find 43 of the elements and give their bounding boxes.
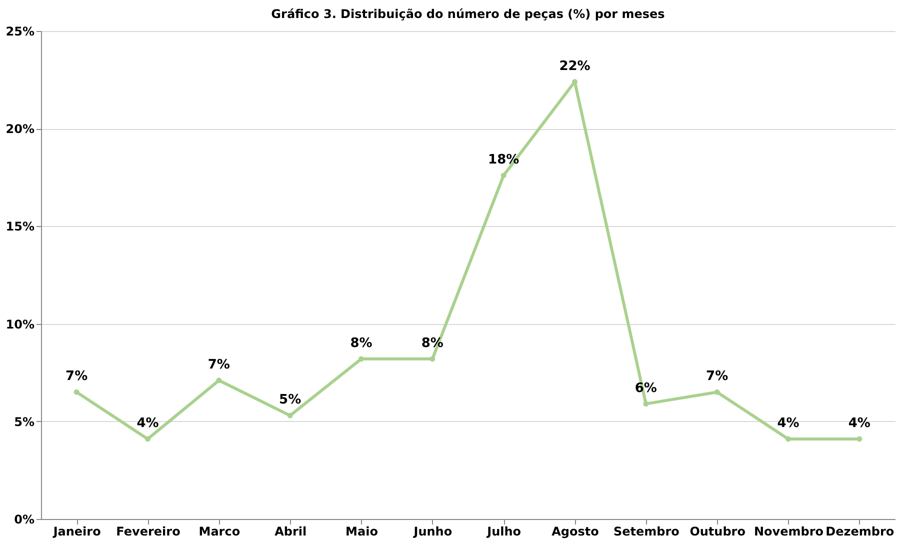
point bbox=[358, 356, 364, 362]
y-tick-label: 25% bbox=[6, 24, 34, 38]
data-label: 4% bbox=[848, 416, 870, 431]
y-tick-label: 5% bbox=[14, 414, 34, 429]
point bbox=[500, 172, 506, 178]
chart-title: Gráfico 3. Distribuição do número de peças (%) por meses bbox=[271, 7, 665, 21]
x-tick-label: Abril bbox=[274, 524, 307, 538]
x-tick-label: Marco bbox=[198, 524, 240, 538]
x-tick-label: Junho bbox=[412, 524, 452, 538]
point bbox=[714, 389, 720, 395]
point bbox=[74, 389, 80, 395]
x-tick-label: Agosto bbox=[552, 524, 599, 538]
x-tick-label: Novembro bbox=[754, 524, 824, 538]
x-tick-label: Fevereiro bbox=[116, 524, 180, 538]
data-label: 7% bbox=[66, 369, 88, 384]
data-label: 8% bbox=[350, 336, 372, 351]
x-tick-label: Setembro bbox=[613, 524, 680, 538]
data-label: 18% bbox=[488, 152, 520, 168]
y-tick-label: 0% bbox=[14, 512, 34, 526]
x-tick-label: Maio bbox=[346, 524, 378, 538]
point bbox=[572, 79, 578, 84]
y-tick-label: 10% bbox=[6, 317, 34, 332]
data-label: 7% bbox=[706, 369, 728, 384]
point bbox=[430, 356, 436, 362]
data-label: 5% bbox=[279, 392, 302, 408]
data-label: 22% bbox=[559, 58, 590, 74]
point bbox=[856, 436, 862, 442]
data-label: 4% bbox=[777, 416, 800, 431]
y-tick-label: 20% bbox=[6, 122, 34, 136]
x-tick-label: Julho bbox=[486, 524, 522, 538]
data-label: 7% bbox=[208, 357, 230, 372]
x-tick-label: Janeiro bbox=[52, 524, 101, 538]
data-label: 4% bbox=[136, 416, 159, 431]
point bbox=[145, 436, 150, 442]
x-tick-label: Dezembro bbox=[826, 524, 894, 538]
x-tick-label: Outubro bbox=[690, 524, 746, 538]
point bbox=[216, 378, 222, 384]
data-label: 8% bbox=[421, 336, 444, 351]
data-label: 6% bbox=[634, 380, 657, 396]
point bbox=[287, 412, 293, 418]
point bbox=[786, 436, 791, 442]
y-tick-label: 15% bbox=[6, 220, 34, 234]
point bbox=[643, 401, 649, 407]
